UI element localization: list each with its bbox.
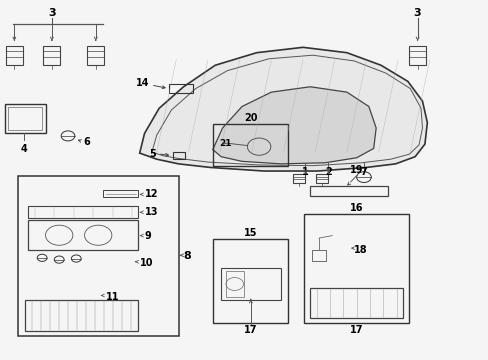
Polygon shape [140,47,427,171]
Text: 9: 9 [144,231,151,240]
Text: 3: 3 [48,8,56,18]
Text: 15: 15 [244,228,257,238]
Text: 3: 3 [413,8,421,18]
Text: 5: 5 [149,149,156,159]
Text: 21: 21 [219,139,231,148]
Text: 7: 7 [360,167,366,177]
Text: 18: 18 [353,245,367,255]
Text: 11: 11 [105,292,119,302]
Text: 13: 13 [144,207,158,217]
Text: 10: 10 [140,258,153,268]
Text: 6: 6 [83,138,90,147]
Text: 19: 19 [349,165,363,175]
Text: 17: 17 [349,325,363,335]
Polygon shape [212,87,375,164]
Text: 12: 12 [144,189,158,199]
Text: 4: 4 [20,144,27,154]
Text: 14: 14 [136,78,149,88]
Text: 2: 2 [325,167,331,177]
Text: 16: 16 [349,203,363,213]
Text: 8: 8 [183,251,191,261]
Text: 20: 20 [244,113,257,123]
Text: 1: 1 [302,167,308,177]
Text: 17: 17 [244,325,257,335]
